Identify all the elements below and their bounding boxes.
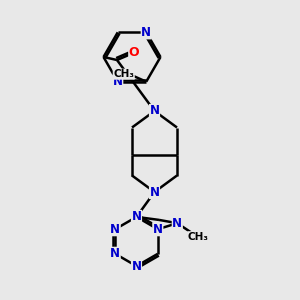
Text: N: N [131, 210, 142, 224]
Text: N: N [110, 223, 120, 236]
Text: N: N [149, 185, 160, 199]
Text: O: O [129, 46, 140, 59]
Text: N: N [113, 75, 123, 88]
Text: N: N [149, 104, 160, 118]
Text: N: N [141, 26, 151, 39]
Text: CH₃: CH₃ [188, 232, 209, 242]
Text: CH₃: CH₃ [113, 69, 134, 79]
Text: N: N [153, 223, 163, 236]
Text: N: N [110, 247, 120, 260]
Text: N: N [131, 260, 142, 273]
Text: N: N [172, 217, 182, 230]
